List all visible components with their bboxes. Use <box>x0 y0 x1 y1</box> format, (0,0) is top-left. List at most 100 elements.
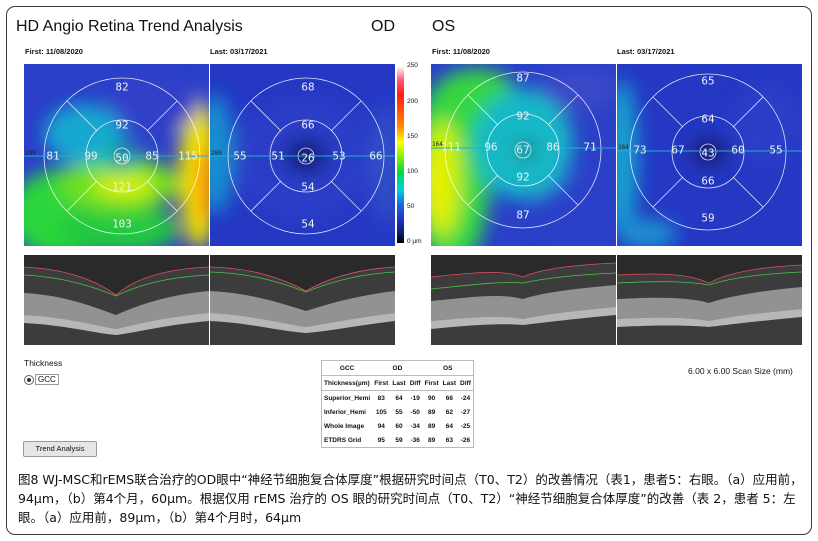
figure-caption: 图8 WJ-MSC和rEMS联合治疗的OD眼中“神经节细胞复合体厚度”根据研究时… <box>18 472 803 525</box>
od-first-sector-center: 50 <box>115 151 129 165</box>
table-cell: 105 <box>375 408 387 416</box>
row-name: Inferior_Hemi <box>324 408 366 416</box>
os-first-sector-left-outer: 111 <box>441 140 461 154</box>
table-cell: -50 <box>410 408 420 416</box>
thickness-colorbar <box>397 66 404 243</box>
table-od-header: OD <box>372 360 423 376</box>
table-cell: 55 <box>395 408 403 416</box>
column-header: Last <box>440 375 459 391</box>
table-cell: 94 <box>377 422 385 430</box>
gcc-summary-table: GCC OD OS Thickness(µm) First Last Diff … <box>321 360 474 448</box>
colorbar-label-250: 250 <box>407 62 418 69</box>
table-cell: 63 <box>445 436 453 444</box>
os-first-sector-right-outer: 71 <box>583 140 597 154</box>
colorbar-label-200: 200 <box>407 98 418 105</box>
column-header: Thickness(µm) <box>321 375 373 391</box>
od-first-sector-left-inner: 99 <box>84 149 98 163</box>
scan-size-label: 6.00 x 6.00 Scan Size (mm) <box>688 366 793 376</box>
os-first-sector-left-inner: 96 <box>484 140 498 154</box>
od-last-sector-right-inner: 53 <box>332 149 346 163</box>
table-cell: 64 <box>445 422 453 430</box>
os-last-sector-lower: 66 <box>701 174 715 188</box>
row-name: Whole Image <box>324 422 365 430</box>
gcc-radio[interactable] <box>24 375 34 385</box>
table-cell: -36 <box>410 436 420 444</box>
od-first-sector-upper: 92 <box>115 118 129 132</box>
table-title: GCC <box>321 360 373 376</box>
od-first-sector-right-outer: 115 <box>178 149 198 163</box>
eye-label-od: OD <box>371 18 395 35</box>
os-last-sector-top: 65 <box>701 74 715 88</box>
table-cell: 89 <box>427 436 436 444</box>
od-first-sector-top: 82 <box>115 80 129 94</box>
gcc-option-label[interactable]: GCC <box>35 374 59 385</box>
od-last-oct-bscan <box>210 255 395 345</box>
os-last-sector-left-outer: 73 <box>633 143 647 157</box>
row-name: ETDRS Grid <box>324 436 362 444</box>
od-last-sector-left-outer: 55 <box>233 149 247 163</box>
table-row: Inferior_Hemi 105 55 -50 89 62 -27 <box>322 405 474 419</box>
os-first-date: First: 11/08/2020 <box>432 47 490 56</box>
od-last-thickness-map: 68 66 55 51 26 53 66 54 54 200 <box>210 64 395 246</box>
table-row: ETDRS Grid 95 59 -36 89 63 -26 <box>322 433 474 448</box>
row-name: Superior_Hemi <box>324 394 371 402</box>
od-last-sector-right-outer: 66 <box>369 149 383 163</box>
od-first-sector-left-outer: 81 <box>46 149 60 163</box>
table-cell: -26 <box>460 436 471 444</box>
table-cell: 59 <box>395 436 403 444</box>
os-first-sector-top: 87 <box>516 71 530 85</box>
colorbar-label-150: 150 <box>407 133 418 140</box>
od-last-sector-center: 26 <box>301 151 315 165</box>
table-cell: 89 <box>427 408 436 416</box>
table-os-header: OS <box>422 360 474 376</box>
od-first-oct-bscan <box>24 255 209 345</box>
od-last-sector-lower: 54 <box>301 180 315 194</box>
od-first-sector-right-inner: 85 <box>145 149 159 163</box>
od-last-sector-left-inner: 51 <box>271 149 285 163</box>
gcc-radio-dot <box>27 378 31 382</box>
table-group-header: GCC OD OS <box>321 360 474 376</box>
table-cell: 89 <box>427 422 436 430</box>
os-last-sector-bottom: 59 <box>701 211 715 225</box>
column-header: First <box>422 375 441 391</box>
table-cell: -24 <box>460 394 471 402</box>
od-first-date: First: 11/08/2020 <box>25 47 83 56</box>
table-cell: -34 <box>410 422 420 430</box>
od-first-thickness-map: 82 92 81 99 50 85 115 121 103 199 <box>24 64 209 246</box>
column-header: Diff <box>458 375 474 391</box>
od-last-sector-bottom: 54 <box>301 217 315 231</box>
table-cell: -27 <box>460 408 471 416</box>
od-last-scan-line-label: 200 <box>211 150 222 157</box>
od-first-scan-line-label: 199 <box>25 150 36 157</box>
colorbar-label-0: 0 µm <box>407 238 422 245</box>
table-cell: 83 <box>377 394 385 402</box>
table-cell: -25 <box>460 422 471 430</box>
column-header: First <box>372 375 391 391</box>
table-cell: 64 <box>395 394 403 402</box>
table-cell: -19 <box>410 394 420 402</box>
os-first-sector-bottom: 87 <box>516 208 530 222</box>
table-row: Superior_Hemi 83 64 -19 90 66 -24 <box>322 391 474 406</box>
table-row: Whole Image 94 60 -34 89 64 -25 <box>322 419 474 433</box>
od-last-date: Last: 03/17/2021 <box>210 47 268 56</box>
os-last-sector-right-outer: 55 <box>769 143 783 157</box>
os-first-oct-bscan <box>431 255 616 345</box>
colorbar-label-100: 100 <box>407 168 418 175</box>
os-last-oct-bscan <box>617 255 802 345</box>
od-first-sector-lower: 121 <box>112 180 132 194</box>
trend-analysis-button[interactable]: Trend Analysis <box>23 441 97 457</box>
os-first-sector-lower: 92 <box>516 170 530 184</box>
table-column-header: Thickness(µm) First Last Diff First Last… <box>321 375 474 391</box>
od-first-sector-bottom: 103 <box>112 217 132 231</box>
os-last-thickness-map: 65 64 73 67 43 60 55 66 59 164 <box>617 64 802 246</box>
os-last-sector-center: 43 <box>701 146 715 160</box>
os-first-thickness-map: 87 92 111 96 67 86 71 92 87 164 <box>431 64 616 246</box>
os-last-sector-upper: 64 <box>701 112 715 126</box>
od-last-sector-upper: 66 <box>301 118 315 132</box>
os-first-sector-center: 67 <box>516 143 530 157</box>
table-cell: 60 <box>395 422 403 430</box>
colorbar-label-50: 50 <box>407 203 415 210</box>
app-title: HD Angio Retina Trend Analysis <box>16 18 243 35</box>
table-cell: 95 <box>377 436 385 444</box>
os-first-scan-line-label: 164 <box>432 141 443 148</box>
